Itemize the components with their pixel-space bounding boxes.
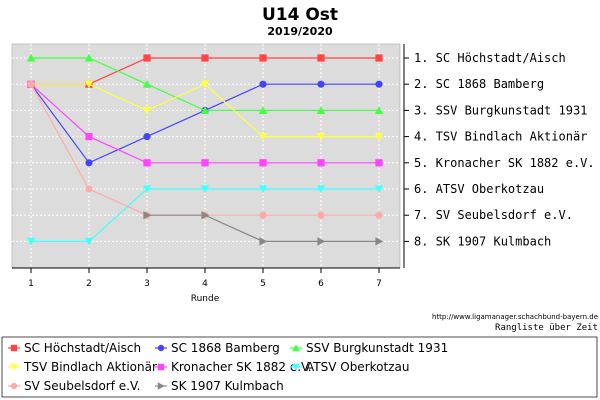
legend-entry: TSV Bindlach Aktionär — [8, 360, 157, 374]
data-point — [375, 211, 383, 219]
data-point — [26, 53, 36, 62]
data-point — [259, 237, 268, 246]
legend-entry: SK 1907 Kulmbach — [155, 379, 284, 393]
x-axis-label: Runde — [191, 294, 220, 304]
chart-subtitle: 2019/2020 — [267, 25, 333, 38]
series-group — [26, 53, 384, 246]
x-tick-label: 2 — [86, 279, 92, 289]
data-point — [85, 159, 93, 167]
legend-label: TSV Bindlach Aktionär — [23, 360, 157, 374]
legend: SC Höchstadt/Aisch SC 1868 Bamberg SSV Bur… — [8, 341, 448, 393]
data-point — [143, 133, 151, 141]
legend-marker — [292, 344, 300, 352]
data-point — [84, 80, 94, 89]
data-point — [259, 159, 267, 167]
x-tick-label: 7 — [376, 279, 382, 289]
legend-entry: SC 1868 Bamberg — [155, 341, 280, 355]
legend-label: SC 1868 Bamberg — [171, 341, 280, 355]
data-point — [200, 106, 210, 114]
footer-caption: Rangliste über Zeit — [495, 323, 598, 333]
legend-entry: Kronacher SK 1882 e.V. — [155, 360, 312, 374]
data-point — [84, 53, 94, 62]
source-url: http://www.ligamanager.schachbund-bayern… — [432, 313, 598, 321]
axes: 1 2 3 4 5 6 7 — [12, 44, 409, 289]
legend-marker — [292, 363, 300, 371]
data-point — [374, 185, 384, 194]
data-point — [142, 80, 152, 88]
rank-label: 4. TSV Bindlach Aktionär — [414, 130, 587, 144]
data-point — [143, 211, 152, 220]
legend-entry: ATSV Oberkotzau — [290, 360, 409, 374]
data-point — [374, 106, 384, 114]
legend-marker — [157, 363, 165, 371]
rank-label-group: 1. SC Höchstadt/Aisch 2. SC 1868 Bamberg 3… — [414, 51, 595, 248]
data-point — [317, 159, 325, 167]
legend-marker — [10, 344, 18, 352]
rank-label: 3. SSV Burgkunstadt 1931 — [414, 103, 587, 117]
legend-marker — [157, 382, 165, 390]
legend-entry: SSV Burgkunstadt 1931 — [290, 341, 448, 355]
data-point — [85, 185, 93, 193]
data-point — [317, 237, 326, 246]
rank-label: 2. SC 1868 Bamberg — [414, 77, 544, 91]
legend-label: SV Seubelsdorf e.V. — [24, 379, 140, 393]
data-point — [26, 237, 36, 246]
rank-label: 1. SC Höchstadt/Aisch — [414, 51, 566, 65]
data-point — [85, 133, 93, 141]
series-sk-1907-kulmbach — [143, 211, 384, 246]
legend-entry: SC Höchstadt/Aisch — [8, 341, 141, 355]
x-tick-label: 6 — [318, 279, 324, 289]
data-point — [84, 237, 94, 246]
x-tick-label: 3 — [144, 279, 150, 289]
data-point — [27, 80, 35, 88]
data-point — [317, 80, 325, 88]
data-point — [143, 54, 151, 62]
data-point — [317, 211, 325, 219]
data-point — [142, 185, 152, 194]
data-point — [375, 237, 384, 246]
legend-label: ATSV Oberkotzau — [306, 360, 409, 374]
x-tick-label: 4 — [202, 279, 208, 289]
data-point — [142, 106, 152, 115]
rank-label: 5. Kronacher SK 1882 e.V. — [414, 156, 595, 170]
series-atsv-oberkotzau — [26, 185, 384, 246]
chart-title: U14 Ost — [262, 5, 338, 25]
data-point — [374, 133, 384, 141]
x-tick-label: 5 — [260, 279, 266, 289]
data-point — [201, 211, 210, 220]
legend-marker — [157, 344, 165, 352]
data-point — [317, 54, 325, 62]
data-point — [316, 106, 326, 114]
data-point — [316, 185, 326, 194]
series-ssv-burgkunstadt-1931 — [26, 53, 384, 114]
data-point — [200, 185, 210, 194]
data-point — [375, 159, 383, 167]
data-point — [258, 185, 268, 194]
legend-label: SK 1907 Kulmbach — [171, 379, 284, 393]
rank-label: 7. SV Seubelsdorf e.V. — [414, 208, 573, 222]
legend-label: Kronacher SK 1882 e.V. — [171, 360, 312, 374]
data-point — [259, 211, 267, 219]
data-point — [201, 54, 209, 62]
data-point — [200, 80, 210, 89]
legend-label: SC Höchstadt/Aisch — [24, 341, 141, 355]
data-point — [143, 159, 151, 167]
data-point — [201, 159, 209, 167]
data-point — [259, 54, 267, 62]
legend-label: SSV Burgkunstadt 1931 — [306, 341, 448, 355]
rank-label: 8. SK 1907 Kulmbach — [414, 234, 551, 248]
legend-marker — [10, 363, 18, 371]
data-point — [316, 133, 326, 141]
data-point — [375, 54, 383, 62]
data-point — [258, 106, 268, 114]
x-tick-label: 1 — [28, 279, 34, 289]
rank-label: 6. ATSV Oberkotzau — [414, 182, 544, 196]
data-point — [375, 80, 383, 88]
data-point — [258, 133, 268, 141]
legend-entry: SV Seubelsdorf e.V. — [8, 379, 140, 393]
legend-marker — [10, 382, 18, 390]
data-point — [259, 80, 267, 88]
